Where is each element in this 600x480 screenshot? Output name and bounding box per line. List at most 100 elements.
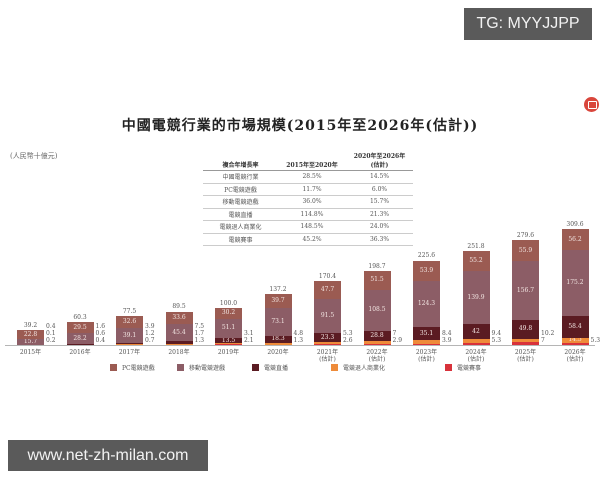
segment-value: 55.2 xyxy=(469,257,483,264)
bar-segment xyxy=(215,344,242,345)
cagr-cell-a: 148.5% xyxy=(278,220,346,234)
segment-value: 39.7 xyxy=(271,297,285,305)
segment-value: 51.1 xyxy=(221,324,236,332)
x-tick-label: 2022年 (估計) xyxy=(366,349,388,363)
cagr-cell-label: 電競退人商業化 xyxy=(203,220,278,234)
bar-segment: 18.3 xyxy=(264,336,292,343)
bar-segment: 51.1 xyxy=(215,318,242,338)
legend-label: 電競賽事 xyxy=(457,365,482,372)
side-value-label: 1.3 xyxy=(293,337,304,344)
legend-label: 移動電競遊戲 xyxy=(189,365,226,372)
side-value-label: 0.4 xyxy=(46,323,56,330)
cagr-cell-b: 21.3% xyxy=(346,208,413,221)
legend-label: PC電競遊戲 xyxy=(122,365,155,372)
cagr-cell-label: 電競賽事 xyxy=(203,233,278,246)
segment-value: 56.2 xyxy=(568,235,582,243)
red-badge-icon[interactable] xyxy=(584,97,599,112)
legend-item: PC電競遊戲 xyxy=(110,363,155,372)
bar-segment xyxy=(66,344,94,345)
bar-segment xyxy=(561,343,589,345)
x-tick-label: 2017年 xyxy=(118,349,141,356)
side-value-label: 5.3 xyxy=(590,337,600,344)
legend-item: 電競退人商業化 xyxy=(331,363,385,372)
cagr-cell-b: 24.0% xyxy=(346,220,413,234)
cagr-row: 中國電競行業 28.5% 14.5% xyxy=(203,170,413,184)
cagr-row: 電競直播 114.8% 21.3% xyxy=(203,208,413,221)
cagr-cell-a: 11.7% xyxy=(278,183,346,196)
cagr-cell-b: 15.7% xyxy=(346,195,413,209)
legend-label: 電競直播 xyxy=(264,365,289,372)
segment-value: 156.7 xyxy=(516,286,535,294)
segment-value: 28.2 xyxy=(73,334,87,342)
side-value-label: 7.5 xyxy=(194,323,205,330)
side-value-label: 2.6 xyxy=(343,337,353,344)
bar-segment: 58.4 xyxy=(561,315,589,338)
x-tick-label: 2026年 (估計) xyxy=(564,349,586,363)
bar-segment: 22.8 xyxy=(17,330,44,339)
chart-title: 中國電競行業的市場規模(2015年至2026年(估計)) xyxy=(121,118,479,134)
side-value-label: 1.2 xyxy=(145,330,155,337)
cagr-cell-a: 114.8% xyxy=(278,208,346,221)
bar-segment: 53.9 xyxy=(413,260,440,281)
cagr-row: 移動電競遊戲 36.0% 15.7% xyxy=(203,195,413,209)
bar-segment: 73.1 xyxy=(264,308,292,336)
cagr-cell-a: 45.2% xyxy=(278,233,346,246)
segment-value: 32.6 xyxy=(122,318,137,326)
bar-segment xyxy=(462,343,490,345)
bar-total-label: 225.6 xyxy=(417,252,436,260)
bar-segment xyxy=(363,343,391,345)
bar-segment: 47.7 xyxy=(314,281,341,300)
watermark-top: TG: MYYJJPP xyxy=(464,8,592,40)
bar-5: 18.3 73.1 39.7 xyxy=(264,293,292,345)
bar-segment xyxy=(314,344,341,345)
bar-segment xyxy=(462,339,490,343)
segment-value: 29.5 xyxy=(73,323,87,331)
bar-segment: 91.5 xyxy=(314,299,341,334)
bar-total-label: 137.2 xyxy=(269,285,287,293)
segment-value: 33.6 xyxy=(172,313,186,321)
side-value-label: 5.3 xyxy=(343,330,353,337)
side-value-label: 2.1 xyxy=(244,337,254,344)
cagr-row: PC電競遊戲 11.7% 6.0% xyxy=(203,183,413,196)
cagr-cell-b: 6.0% xyxy=(346,183,413,196)
bar-total-label: 279.6 xyxy=(516,232,535,240)
segment-value: 51.5 xyxy=(370,276,384,284)
bar-segment: 49.8 xyxy=(512,319,539,339)
segment-value: 49.8 xyxy=(518,325,533,333)
segment-value: 13.5 xyxy=(221,336,236,344)
side-value-label: 8.4 xyxy=(442,330,452,337)
bar-8: 35.1 124.3 53.9 xyxy=(413,260,440,345)
bar-segment xyxy=(512,342,539,345)
legend-swatch-icon xyxy=(445,364,452,371)
bar-segment: 39.1 xyxy=(116,328,143,343)
segment-value: 139.9 xyxy=(467,293,485,301)
bar-segment: 108.5 xyxy=(363,289,391,331)
bar-segment: 56.2 xyxy=(561,229,589,251)
bar-segment: 124.3 xyxy=(413,280,440,328)
bar-segment: 45.4 xyxy=(165,324,193,342)
bar-segment: 42 xyxy=(462,323,490,340)
bar-total-label: 100.0 xyxy=(219,299,238,307)
side-value-label: 10.2 xyxy=(541,330,555,337)
bar-segment: 156.7 xyxy=(512,261,539,320)
segment-value: 22.8 xyxy=(23,330,38,338)
header-line2: (估計) xyxy=(370,162,389,169)
bar-total-label: 198.7 xyxy=(368,262,386,270)
bar-total-label: 251.8 xyxy=(467,242,485,250)
bar-7: 28.8 108.5 51.5 xyxy=(363,270,391,345)
cagr-cell-label: PC電競遊戲 xyxy=(203,183,278,196)
unit-label: (人民幣十億元) xyxy=(10,152,58,160)
segment-value: 55.9 xyxy=(518,246,533,254)
side-value-label: 4.8 xyxy=(293,330,304,337)
bar-segment: 28.2 xyxy=(66,333,94,345)
segment-value: 28.8 xyxy=(370,331,384,339)
bar-total-label: 309.6 xyxy=(566,220,584,228)
bar-total-label: 39.2 xyxy=(23,322,38,330)
bar-segment: 30.2 xyxy=(215,307,242,319)
x-tick-label: 2023年 (估計) xyxy=(415,349,438,363)
side-value-label: 0.6 xyxy=(95,330,106,337)
bar-segment: 33.6 xyxy=(165,311,193,325)
x-tick-label: 2016年 xyxy=(69,349,91,356)
legend-item: 移動電競遊戲 xyxy=(177,363,225,372)
side-value-label: 3.1 xyxy=(244,330,254,337)
